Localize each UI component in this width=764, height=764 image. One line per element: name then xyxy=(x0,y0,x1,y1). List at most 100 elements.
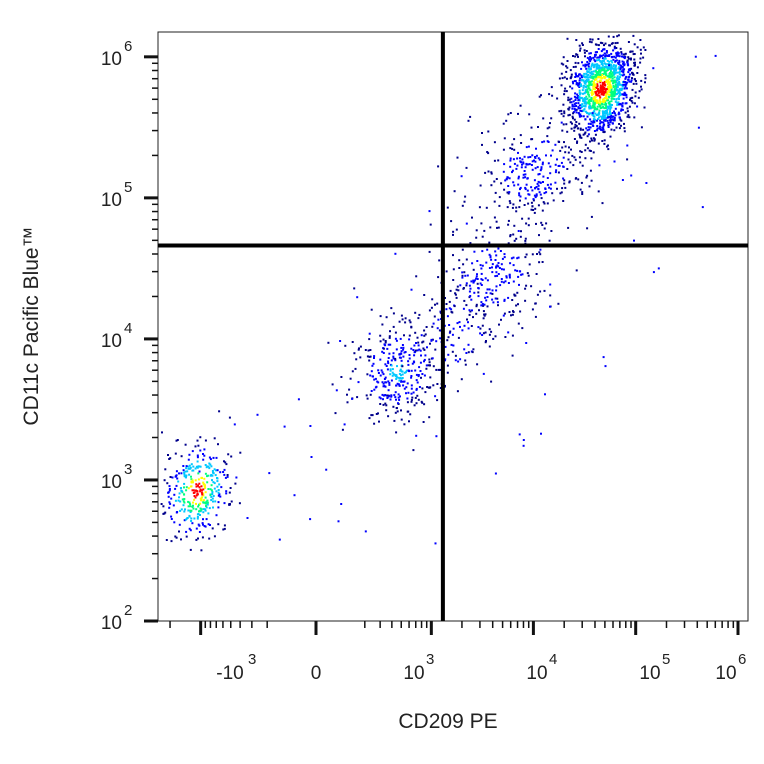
event-dot xyxy=(526,272,529,275)
event-dot xyxy=(484,331,487,334)
event-dot xyxy=(657,267,660,270)
event-dot xyxy=(644,49,647,51)
event-dot xyxy=(187,467,190,470)
event-dot xyxy=(626,144,629,147)
event-dot xyxy=(508,200,511,203)
event-dot xyxy=(496,297,499,300)
event-dot xyxy=(466,318,468,321)
event-dot xyxy=(482,310,485,313)
event-dot xyxy=(607,81,610,84)
event-dot xyxy=(410,400,413,403)
event-dot xyxy=(570,75,573,78)
event-dot xyxy=(577,82,580,85)
event-dot xyxy=(586,61,589,63)
event-dot xyxy=(562,63,565,66)
event-dot xyxy=(169,476,172,478)
event-dot xyxy=(178,523,181,526)
event-dot xyxy=(576,53,579,56)
event-dot xyxy=(452,327,455,330)
event-dot xyxy=(611,61,614,64)
event-dot xyxy=(206,503,209,506)
event-dot xyxy=(219,471,222,474)
event-dot xyxy=(185,489,188,492)
event-dot xyxy=(617,54,620,57)
event-dot xyxy=(410,384,413,387)
event-dot xyxy=(431,357,434,360)
event-dot xyxy=(217,491,220,494)
event-dot xyxy=(606,116,609,119)
event-dot xyxy=(185,535,188,538)
event-dot xyxy=(532,198,535,201)
event-dot xyxy=(369,349,372,351)
event-dot xyxy=(561,187,564,190)
event-dot xyxy=(587,102,590,105)
event-dot xyxy=(513,184,516,187)
event-dot xyxy=(571,80,574,83)
event-dot xyxy=(414,369,417,372)
event-dot xyxy=(396,410,399,413)
event-dot xyxy=(575,83,578,86)
event-dot xyxy=(612,58,615,61)
event-dot xyxy=(395,431,398,434)
event-dot xyxy=(394,331,397,334)
event-dot xyxy=(392,325,395,328)
event-dot xyxy=(409,321,412,324)
event-dot xyxy=(419,370,422,372)
event-dot xyxy=(377,412,379,415)
event-dot xyxy=(430,306,433,309)
event-dot xyxy=(398,377,401,380)
event-dot xyxy=(190,475,192,478)
event-dot xyxy=(506,206,509,209)
event-dot xyxy=(398,384,401,387)
event-dot xyxy=(639,57,642,60)
event-dot xyxy=(513,138,516,141)
event-dot xyxy=(630,79,633,82)
event-dot xyxy=(595,86,598,89)
event-dot xyxy=(603,142,606,145)
event-dot xyxy=(590,100,592,102)
event-dot xyxy=(470,298,473,301)
event-dot xyxy=(619,67,622,70)
event-dot xyxy=(578,104,581,107)
event-dot xyxy=(283,425,286,428)
event-dot xyxy=(610,59,613,62)
event-dot xyxy=(434,303,436,306)
event-dot xyxy=(620,65,623,68)
event-dot xyxy=(547,141,550,143)
event-dot xyxy=(525,342,528,344)
event-dot xyxy=(426,386,429,388)
event-dot xyxy=(183,475,186,478)
event-dot xyxy=(631,77,633,80)
event-dot xyxy=(168,485,171,488)
event-dot xyxy=(447,353,450,356)
x-axis-title: CD209 PE xyxy=(398,710,497,733)
event-dot xyxy=(603,114,606,117)
event-dot xyxy=(557,171,560,174)
event-dot xyxy=(560,112,563,115)
event-dot xyxy=(595,66,598,69)
event-dot xyxy=(412,349,415,351)
event-dot xyxy=(496,301,499,304)
event-dot xyxy=(582,128,585,131)
event-dot xyxy=(594,51,597,54)
event-dot xyxy=(602,82,605,85)
event-dot xyxy=(466,274,469,277)
event-dot xyxy=(174,499,177,502)
event-dot xyxy=(604,99,607,102)
event-dot xyxy=(428,364,431,367)
event-dot xyxy=(195,527,198,530)
event-dot xyxy=(394,337,397,340)
event-dot xyxy=(505,178,508,181)
event-dot xyxy=(618,66,621,69)
event-dot xyxy=(609,84,612,87)
event-dot xyxy=(571,87,574,90)
event-dot xyxy=(368,417,371,420)
event-dot xyxy=(588,103,591,106)
event-dot xyxy=(540,432,542,435)
event-dot xyxy=(493,200,496,203)
event-dot xyxy=(177,499,180,502)
event-dot xyxy=(550,86,553,89)
event-dot xyxy=(199,465,202,468)
event-dot xyxy=(387,380,390,383)
event-dot xyxy=(633,53,636,55)
